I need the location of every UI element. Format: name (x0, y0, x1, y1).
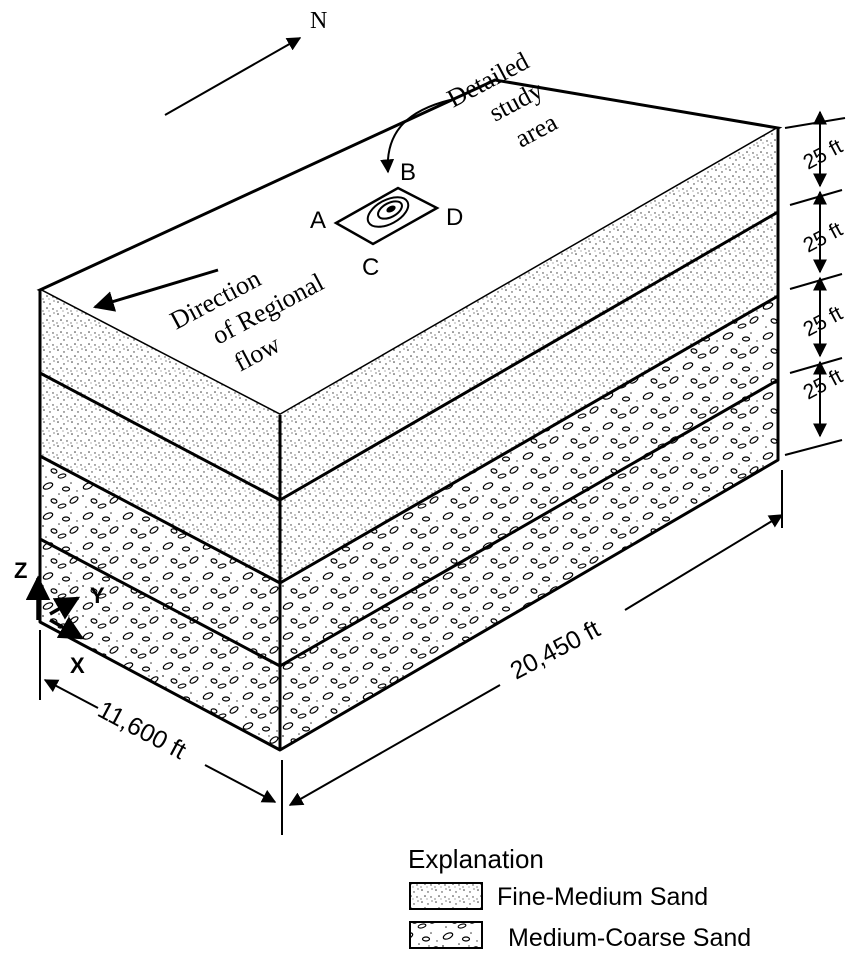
y-axis (49, 596, 81, 620)
width-dim-line-b (204, 764, 277, 803)
legend-swatch-fine-medium-sand (409, 882, 483, 910)
corner-label-a: A (310, 207, 326, 234)
thickness-label-2: 25 ft (800, 218, 847, 258)
length-label: 20,450 ft (506, 615, 605, 685)
thickness-dim-tick-2 (789, 273, 843, 290)
thickness-label-4: 25 ft (800, 365, 847, 405)
contour-middle (377, 200, 403, 220)
legend-label-medium-coarse-sand: Medium-Coarse Sand (508, 924, 751, 952)
z-axis-label: Z (14, 558, 27, 583)
front-face-layer-2 (40, 373, 280, 583)
thickness-label-1: 25 ft (800, 135, 847, 175)
thickness-dim-tick-4 (784, 439, 843, 456)
front-face-layer-1 (40, 290, 280, 500)
regional-flow-arrow (92, 268, 219, 312)
thickness-dim-tick-0 (784, 117, 846, 129)
corner-label-c: C (362, 254, 379, 281)
legend-swatch-medium-coarse-sand (409, 921, 483, 949)
study-area-pointer-arrow (380, 99, 451, 174)
contour-outer (366, 196, 410, 228)
width-label: 11,600 ft (93, 696, 190, 766)
north-label: N (310, 8, 327, 34)
right-face-layer-2 (280, 212, 778, 583)
contour-inner (386, 205, 396, 213)
thickness-label-3: 25 ft (800, 302, 847, 342)
corner-label-d: D (446, 204, 463, 231)
width-dim-line-a (43, 679, 99, 709)
length-dim-line-b (624, 514, 784, 611)
legend-label-fine-medium-sand: Fine-Medium Sand (497, 883, 708, 911)
legend-title: Explanation (408, 844, 544, 874)
x-axis (49, 616, 85, 640)
thickness-dim-tick-1 (789, 189, 843, 206)
right-face-layer-4 (280, 380, 778, 750)
right-face-layer-1 (280, 128, 778, 500)
x-axis-label: X (70, 653, 85, 678)
length-dim-line-a (288, 684, 501, 806)
study-area-box (333, 186, 440, 246)
corner-label-b: B (400, 159, 416, 186)
front-face-layer-3 (40, 456, 280, 666)
front-face-layer-4 (40, 539, 280, 750)
y-axis-label: Y (90, 583, 105, 608)
right-face-layer-3 (280, 296, 778, 666)
north-arrow (164, 37, 302, 116)
